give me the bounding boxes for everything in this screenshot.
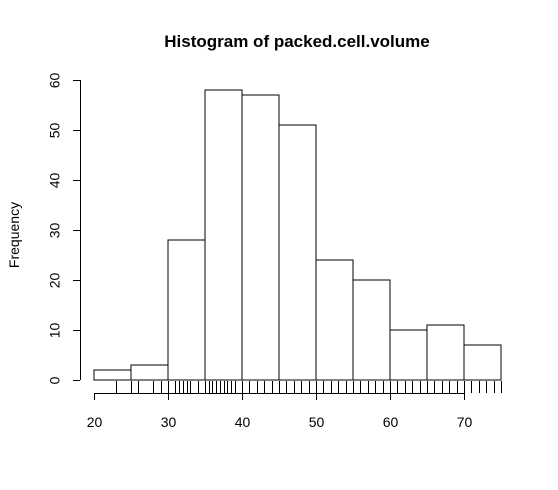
rug-group <box>116 381 502 393</box>
y-tick-label: 10 <box>47 323 63 339</box>
x-tick-label: 40 <box>235 414 251 430</box>
histogram-bar-9 <box>426 324 465 381</box>
x-tick-label: 30 <box>161 414 177 430</box>
x-tick-label: 70 <box>457 414 473 430</box>
histogram-bar-10 <box>463 344 502 381</box>
y-tick-label: 50 <box>47 123 63 139</box>
histogram-bar-4 <box>241 94 280 381</box>
histogram-bar-0 <box>93 369 132 381</box>
y-tick-label: 20 <box>47 273 63 289</box>
y-tick-label: 60 <box>47 73 63 89</box>
histogram-bar-7 <box>352 279 391 381</box>
bars-group <box>93 89 502 381</box>
y-axis-label: Frequency <box>6 202 22 268</box>
histogram-bar-5 <box>278 124 317 381</box>
x-tick-label: 20 <box>87 414 103 430</box>
x-tick-label: 50 <box>309 414 325 430</box>
histogram-bar-6 <box>315 259 354 381</box>
histogram-bar-3 <box>204 89 243 381</box>
x-axis: 20 30 40 50 60 70 <box>87 393 473 430</box>
histogram-bar-8 <box>389 329 428 381</box>
x-tick-label: 60 <box>383 414 399 430</box>
y-tick-label: 30 <box>47 223 63 239</box>
y-axis: 0 10 20 30 40 50 60 <box>47 73 81 384</box>
chart-title: Histogram of packed.cell.volume <box>164 32 429 51</box>
histogram-bar-2 <box>167 239 206 381</box>
y-tick-label: 40 <box>47 173 63 189</box>
y-tick-label: 0 <box>47 376 63 384</box>
histogram-bar-1 <box>130 364 169 381</box>
